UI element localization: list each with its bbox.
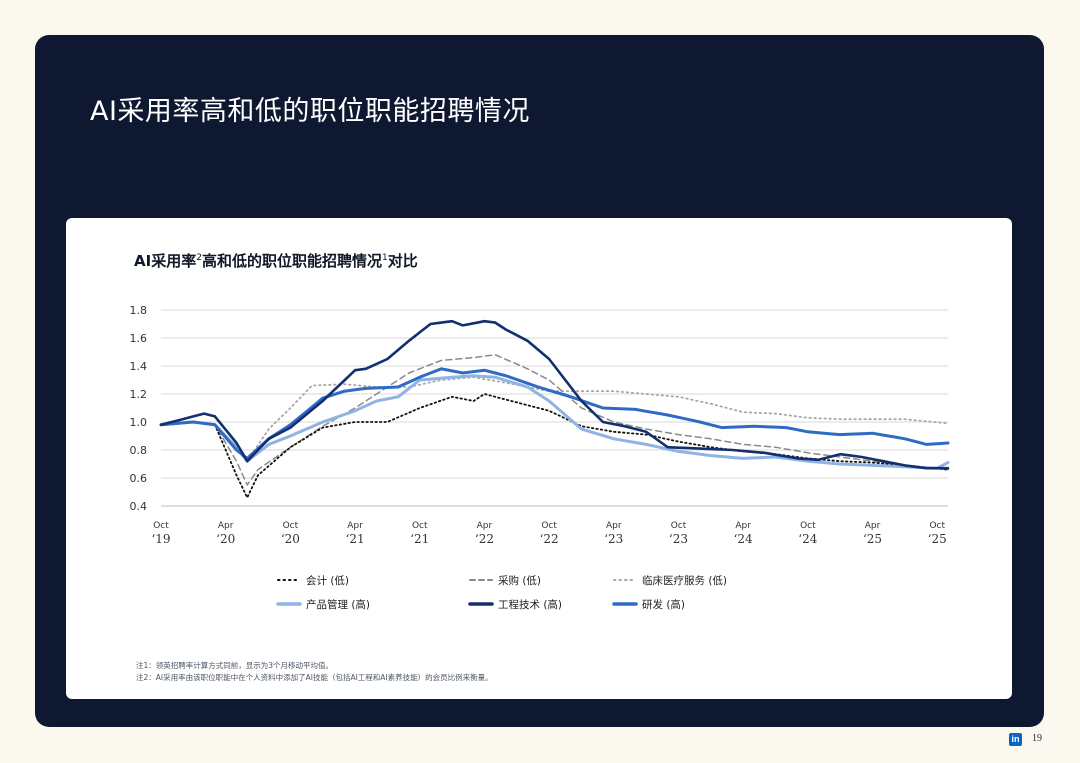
footnote-2: 注2：AI采用率由该职位职能中在个人资料中添加了AI技能（包括AI工程和AI素养… [136, 673, 493, 682]
series-line-4 [159, 319, 950, 470]
x-tick-month: Apr [606, 521, 622, 531]
x-tick-year: ‘20 [216, 532, 235, 546]
x-tick-month: Oct [671, 521, 687, 531]
page-number: 19 [1032, 733, 1042, 744]
y-tick-label: 1.4 [130, 360, 148, 373]
x-tick-month: Oct [541, 521, 557, 531]
legend-label: 会计 (低) [306, 574, 349, 587]
legend-label: 工程技术 (高) [498, 598, 562, 611]
x-tick-year: ‘23 [669, 532, 688, 546]
series-line-2 [160, 376, 949, 463]
y-tick-label: 1.0 [130, 416, 148, 429]
chart-title-note2: 2 [196, 253, 202, 263]
series-line-5 [159, 367, 950, 460]
y-tick-label: 1.8 [130, 304, 148, 317]
x-tick-month: Apr [347, 521, 363, 531]
x-tick-month: Oct [412, 521, 428, 531]
chart-title-part2: 高和低的职位职能招聘情况 [201, 252, 382, 270]
x-tick-year: ‘19 [151, 532, 170, 546]
x-tick-year: ‘25 [863, 532, 882, 546]
chart-title-part3: 对比 [387, 252, 418, 270]
background-panel: AI采用率高和低的职位职能招聘情况 AI采用率2高和低的职位职能招聘情况1对比 … [35, 35, 1044, 727]
y-tick-label: 0.4 [130, 500, 148, 513]
y-tick-label: 1.6 [130, 332, 148, 345]
x-tick-month: Apr [735, 521, 751, 531]
x-tick-month: Apr [865, 521, 881, 531]
legend-label: 临床医疗服务 (低) [642, 574, 727, 587]
footnotes: 注1：领英招聘率计算方式同前，显示为3个月移动平均值。 注2：AI采用率由该职位… [136, 660, 493, 684]
chart-title-part1: AI采用率 [134, 252, 197, 270]
y-tick-label: 0.6 [130, 472, 148, 485]
line-chart: 0.40.60.81.01.21.41.61.8Oct‘19Apr‘20Oct‘… [130, 304, 950, 611]
legend-label: 研发 (高) [642, 598, 685, 611]
x-tick-month: Oct [800, 521, 816, 531]
x-tick-month: Apr [218, 521, 234, 531]
linkedin-logo-icon: in [1009, 733, 1022, 746]
chart-card: AI采用率2高和低的职位职能招聘情况1对比 0.4 0.6 0.8 1.0 1.2 1.4… [66, 218, 1012, 699]
x-tick-year: ‘24 [734, 532, 753, 546]
x-tick-month: Apr [477, 521, 493, 531]
x-tick-year: ‘22 [540, 532, 559, 546]
x-tick-month: Oct [283, 521, 299, 531]
page-title: AI采用率高和低的职位职能招聘情况 [90, 96, 530, 127]
series-line-3 [159, 374, 950, 470]
x-tick-year: ‘20 [281, 532, 300, 546]
chart-title: AI采用率2高和低的职位职能招聘情况1对比 [134, 250, 418, 271]
legend-label: 采购 (低) [498, 574, 541, 587]
x-tick-year: ‘21 [410, 532, 429, 546]
x-tick-year: ‘22 [475, 532, 494, 546]
legend-label: 产品管理 (高) [306, 598, 370, 611]
x-tick-year: ‘23 [604, 532, 623, 546]
x-tick-year: ‘21 [346, 532, 365, 546]
y-tick-label: 1.2 [130, 388, 148, 401]
footnote-1: 注1：领英招聘率计算方式同前，显示为3个月移动平均值。 [136, 661, 334, 670]
x-tick-year: ‘25 [928, 532, 947, 546]
x-tick-month: Oct [929, 521, 945, 531]
x-tick-month: Oct [153, 521, 169, 531]
chart-title-note1: 1 [381, 253, 388, 263]
series-line-0 [160, 393, 949, 499]
y-tick-label: 0.8 [130, 444, 148, 457]
x-tick-year: ‘24 [798, 532, 817, 546]
